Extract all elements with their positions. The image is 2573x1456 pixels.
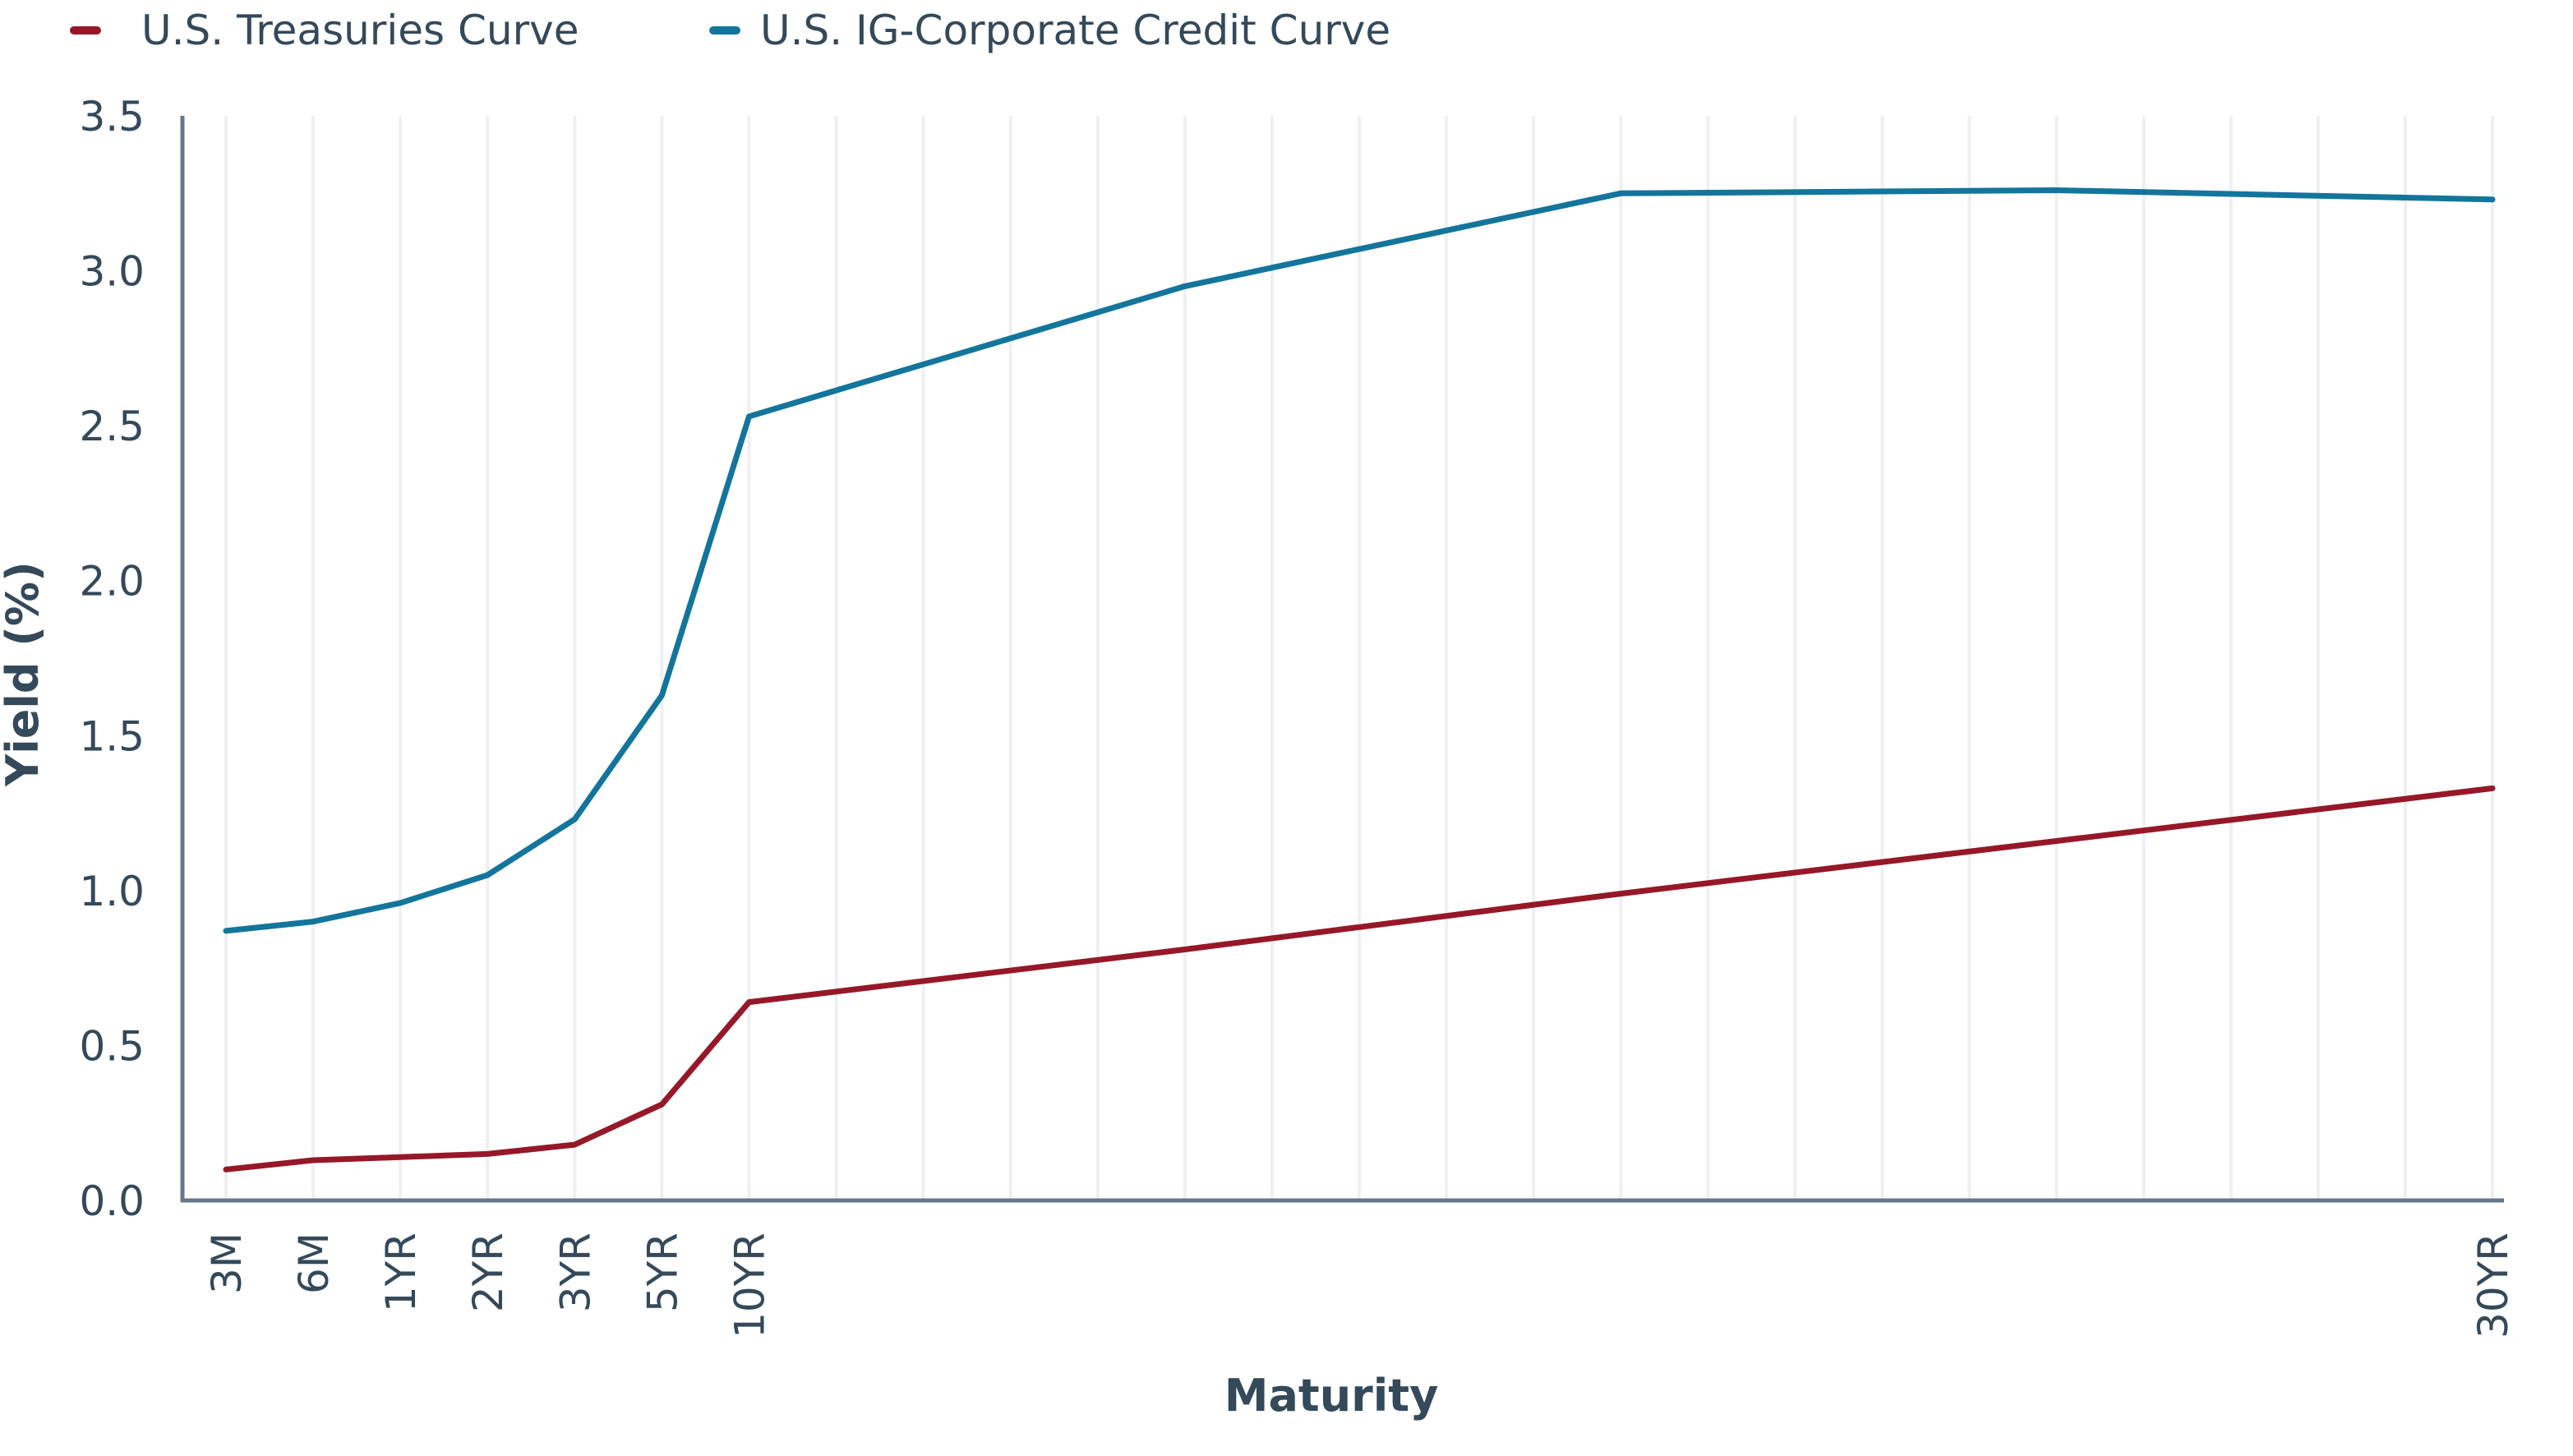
- data-point[interactable]: [1618, 191, 1624, 196]
- x-tick-label: 2YR: [464, 1233, 512, 1312]
- y-tick-label: 1.0: [79, 868, 145, 915]
- data-point[interactable]: [659, 1102, 665, 1108]
- data-point[interactable]: [572, 1142, 578, 1148]
- y-tick-label: 1.5: [79, 712, 145, 760]
- y-tick-label: 3.5: [79, 93, 145, 141]
- y-tick-label: 3.0: [79, 248, 145, 296]
- x-tick-label: 3YR: [551, 1233, 599, 1312]
- legend: U.S. Treasuries Curve U.S. IG-Corporate …: [70, 7, 1390, 54]
- data-point[interactable]: [485, 873, 491, 878]
- data-point[interactable]: [398, 1154, 403, 1160]
- legend-item-treasuries[interactable]: U.S. Treasuries Curve: [70, 7, 579, 54]
- y-axis-ticks: 0.0 0.5 1.0 1.5 2.0 2.5 3.0 3.5: [79, 93, 145, 1225]
- x-axis-title: Maturity: [1224, 1370, 1439, 1421]
- legend-label-treasuries: U.S. Treasuries Curve: [141, 7, 579, 54]
- data-point[interactable]: [311, 919, 316, 924]
- gridlines: [224, 116, 2494, 1200]
- x-tick-label: 1YR: [377, 1233, 425, 1312]
- data-point[interactable]: [572, 817, 578, 822]
- y-tick-label: 2.0: [79, 558, 145, 606]
- data-point[interactable]: [746, 413, 752, 419]
- data-point[interactable]: [398, 900, 403, 905]
- x-tick-label: 5YR: [639, 1233, 686, 1312]
- y-tick-label: 0.0: [79, 1177, 145, 1225]
- x-tick-label: 10YR: [726, 1233, 773, 1339]
- data-point[interactable]: [2054, 838, 2059, 844]
- data-point[interactable]: [1618, 891, 1624, 896]
- data-point[interactable]: [659, 693, 665, 698]
- data-point[interactable]: [746, 999, 752, 1005]
- y-axis-title: Yield (%): [0, 561, 48, 787]
- y-tick-label: 0.5: [79, 1022, 145, 1070]
- data-point[interactable]: [485, 1151, 491, 1157]
- data-point[interactable]: [2054, 187, 2059, 193]
- legend-item-ig-corporate[interactable]: U.S. IG-Corporate Credit Curve: [709, 7, 1390, 54]
- data-point[interactable]: [2490, 786, 2495, 791]
- y-tick-label: 2.5: [79, 403, 145, 450]
- data-point[interactable]: [1182, 283, 1187, 289]
- x-tick-label: 3M: [203, 1233, 251, 1294]
- legend-label-ig-corporate: U.S. IG-Corporate Credit Curve: [760, 7, 1390, 54]
- x-tick-label: 30YR: [2469, 1233, 2517, 1339]
- series-lines: [223, 187, 2496, 1173]
- data-point[interactable]: [311, 1157, 316, 1163]
- data-point[interactable]: [224, 1167, 228, 1173]
- x-tick-label: 6M: [290, 1233, 338, 1294]
- data-point[interactable]: [1182, 947, 1187, 952]
- data-point[interactable]: [2490, 196, 2495, 202]
- data-point[interactable]: [224, 928, 228, 933]
- x-axis-ticks: 3M 6M 1YR 2YR 3YR 5YR 10YR 30YR: [203, 1233, 2517, 1339]
